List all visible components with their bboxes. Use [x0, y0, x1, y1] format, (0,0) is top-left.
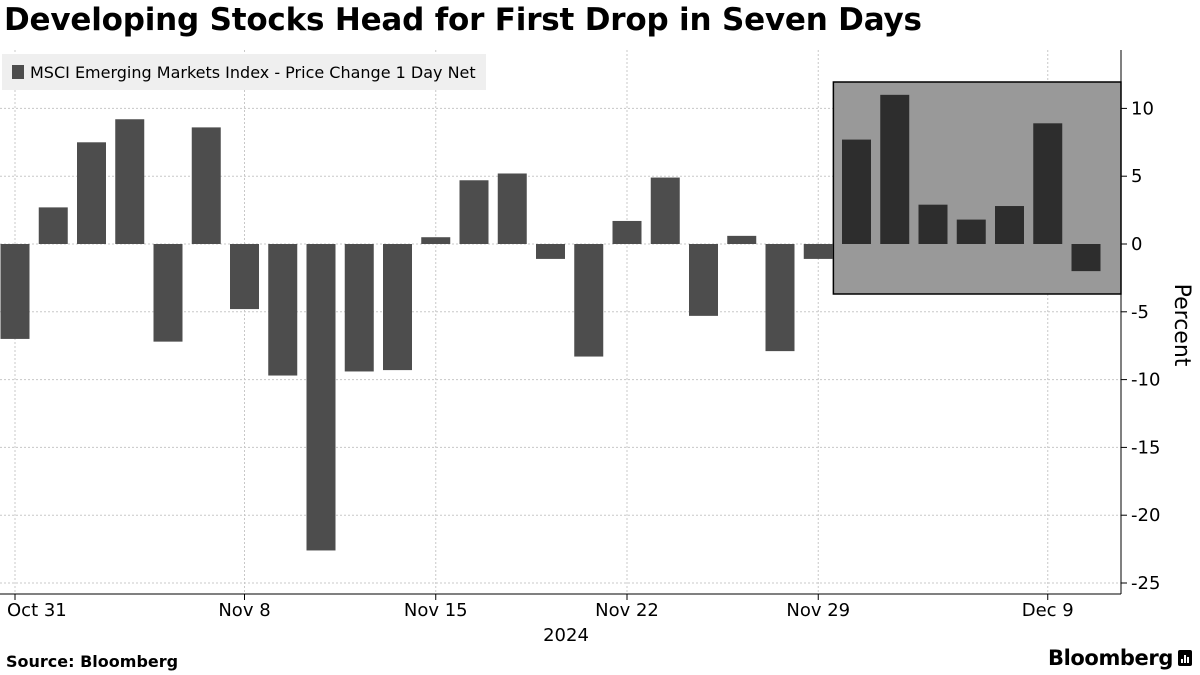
bar: [344, 244, 374, 372]
bar: [574, 244, 604, 357]
bar: [230, 244, 259, 310]
bar: [650, 177, 680, 244]
y-tick-label: -25: [1131, 573, 1160, 594]
bar: [1033, 123, 1063, 244]
y-tick-label: 0: [1131, 234, 1142, 255]
bar: [918, 204, 948, 244]
bar: [421, 237, 451, 244]
bars: [0, 94, 1101, 551]
bar: [689, 244, 718, 316]
bar: [880, 94, 910, 244]
y-tick-label: -20: [1131, 505, 1160, 526]
bar: [38, 207, 68, 244]
bloomberg-terminal-icon: [1178, 650, 1192, 666]
legend-label: MSCI Emerging Markets Index - Price Chan…: [30, 62, 476, 82]
y-axis-title: Percent: [1169, 284, 1194, 367]
y-tick-label: 10: [1131, 98, 1154, 119]
x-tick-label: Nov 29: [786, 600, 850, 621]
bar: [612, 220, 642, 244]
bar: [765, 244, 795, 352]
y-tick-label: -5: [1131, 302, 1149, 323]
bar: [842, 139, 871, 244]
bar: [383, 244, 412, 371]
y-tick-label: -15: [1131, 437, 1160, 458]
bar: [803, 244, 833, 259]
source-note: Source: Bloomberg: [6, 652, 179, 671]
x-axis-year-label: 2024: [543, 625, 589, 646]
bar: [268, 244, 298, 376]
legend: MSCI Emerging Markets Index - Price Chan…: [2, 54, 486, 90]
bar: [459, 180, 489, 244]
legend-swatch: [12, 65, 24, 79]
bar: [191, 127, 221, 244]
x-tick-label: Oct 31: [7, 600, 67, 621]
x-tick-label: Dec 9: [1022, 600, 1074, 621]
y-tick-label: -10: [1131, 370, 1160, 391]
bar: [1071, 244, 1101, 272]
bloomberg-logo: Bloomberg: [1048, 646, 1192, 670]
bar: [995, 206, 1024, 244]
y-tick-label: 5: [1131, 166, 1142, 187]
x-tick-label: Nov 15: [404, 600, 468, 621]
bar: [497, 173, 527, 244]
bar: [77, 142, 106, 244]
chart-title: Developing Stocks Head for First Drop in…: [4, 2, 922, 38]
bar: [153, 244, 183, 342]
bar: [306, 244, 336, 551]
bar: [727, 235, 757, 244]
x-tick-label: Nov 8: [218, 600, 270, 621]
bar: [956, 219, 986, 244]
x-tick-label: Nov 22: [595, 600, 659, 621]
bar: [115, 119, 145, 244]
brand-name: Bloomberg: [1047, 646, 1173, 670]
bar: [536, 244, 565, 259]
bar: [0, 244, 30, 339]
